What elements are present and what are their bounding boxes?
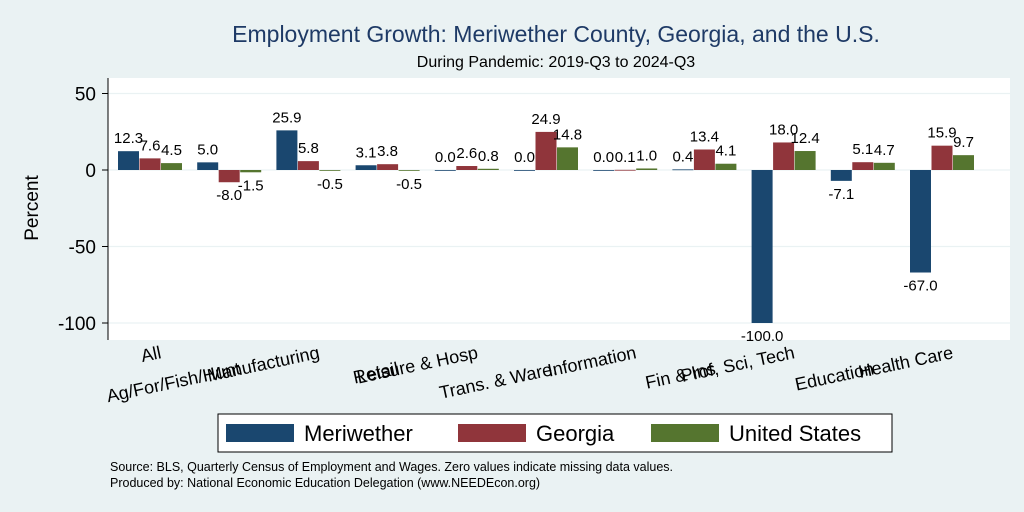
- bar-united-states: [398, 170, 420, 171]
- value-label: 14.8: [553, 126, 582, 143]
- value-label: 0.1: [615, 149, 636, 166]
- plot-area: [108, 78, 1010, 340]
- value-label: 1.0: [636, 147, 657, 164]
- bar-meriwether: [434, 170, 456, 171]
- category-label: All: [139, 342, 163, 366]
- value-label: 0.8: [478, 148, 499, 165]
- bar-georgia: [773, 142, 795, 170]
- value-label: 5.1: [852, 141, 873, 158]
- value-label: 25.9: [272, 109, 301, 126]
- value-label: -7.1: [828, 186, 854, 203]
- bar-georgia: [218, 170, 240, 183]
- value-label: 5.0: [197, 141, 218, 158]
- bar-united-states: [161, 163, 182, 170]
- legend-swatch: [651, 424, 719, 442]
- bar-meriwether: [910, 170, 931, 273]
- category-label: Prof, Sci, Tech: [679, 342, 796, 386]
- bar-meriwether: [355, 165, 377, 170]
- producer-note: Produced by: National Economic Education…: [110, 476, 540, 490]
- chart-title: Employment Growth: Meriwether County, Ge…: [232, 21, 880, 47]
- bar-meriwether: [118, 151, 139, 170]
- y-tick-label: 50: [75, 85, 96, 106]
- y-tick-label: -100: [58, 314, 96, 335]
- legend-swatch: [226, 424, 294, 442]
- bar-meriwether: [751, 170, 773, 323]
- value-label: 13.4: [690, 128, 719, 145]
- value-label: 0.0: [593, 149, 614, 166]
- value-label: 4.5: [161, 142, 182, 159]
- bar-georgia: [614, 169, 636, 171]
- value-label: 15.9: [927, 125, 956, 142]
- legend-label: Georgia: [536, 421, 615, 446]
- bar-meriwether: [197, 162, 219, 170]
- bar-georgia: [139, 158, 161, 170]
- value-label: -67.0: [903, 278, 937, 295]
- bar-georgia: [535, 131, 557, 170]
- value-label: 5.8: [298, 140, 319, 157]
- bar-georgia: [456, 166, 478, 170]
- value-label: 2.6: [456, 145, 477, 162]
- bar-meriwether: [276, 130, 298, 170]
- legend-swatch: [458, 424, 526, 442]
- bar-united-states: [477, 168, 499, 170]
- value-label: 4.1: [715, 143, 736, 160]
- value-label: 3.1: [356, 144, 377, 161]
- value-label: 4.7: [874, 142, 895, 159]
- y-tick-label: -50: [69, 238, 96, 259]
- value-label: 3.8: [377, 143, 398, 160]
- value-label: -0.5: [317, 176, 343, 193]
- value-label: 12.4: [790, 130, 819, 147]
- bar-united-states: [873, 162, 895, 170]
- value-label: -0.5: [396, 176, 422, 193]
- bar-georgia: [377, 164, 399, 170]
- chart-subtitle: During Pandemic: 2019-Q3 to 2024-Q3: [417, 54, 695, 71]
- bar-meriwether: [672, 169, 694, 171]
- category-label: Health Care: [857, 342, 955, 382]
- value-label: 24.9: [531, 111, 560, 128]
- bar-meriwether: [593, 170, 615, 171]
- category-label: Manufacturing: [205, 342, 321, 385]
- value-label: 0.0: [514, 149, 535, 166]
- y-tick-label: 0: [85, 161, 96, 182]
- bar-georgia: [931, 145, 953, 170]
- legend-label: United States: [729, 421, 861, 446]
- bar-meriwether: [830, 170, 852, 181]
- bar-united-states: [794, 151, 816, 170]
- bar-georgia: [297, 161, 319, 170]
- value-label: 9.7: [953, 134, 974, 151]
- legend-box: [217, 413, 893, 453]
- value-label: 12.3: [114, 130, 143, 147]
- bar-united-states: [715, 163, 737, 170]
- value-label: 0.4: [672, 148, 693, 165]
- legend-label: Meriwether: [304, 421, 413, 446]
- bar-united-states: [240, 170, 262, 173]
- category-label: Information: [546, 342, 638, 380]
- value-label: 0.0: [435, 149, 456, 166]
- bar-georgia: [852, 162, 874, 170]
- bar-united-states: [636, 168, 658, 170]
- bar-united-states: [319, 170, 341, 171]
- value-label: -100.0: [741, 328, 784, 345]
- value-label: 18.0: [769, 121, 798, 138]
- source-note: Source: BLS, Quarterly Census of Employm…: [110, 460, 673, 474]
- value-label: -8.0: [216, 187, 242, 204]
- value-label: -1.5: [238, 177, 264, 194]
- y-axis-label: Percent: [22, 175, 43, 241]
- bar-meriwether: [514, 170, 535, 171]
- bar-united-states: [953, 155, 974, 170]
- value-label: 7.6: [140, 137, 161, 154]
- bar-united-states: [557, 147, 578, 170]
- bar-georgia: [693, 149, 715, 170]
